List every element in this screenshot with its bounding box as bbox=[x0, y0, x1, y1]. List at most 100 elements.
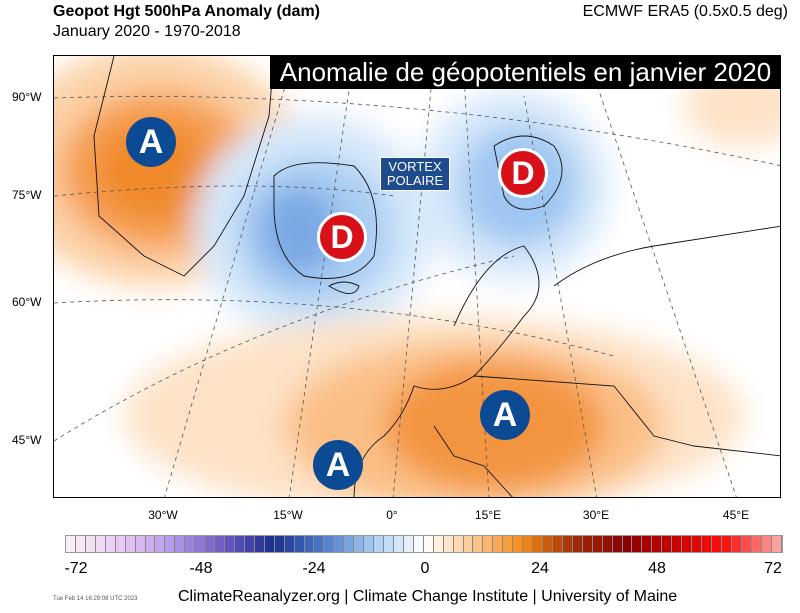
colorbar-tick-label: 48 bbox=[648, 560, 666, 577]
data-source: ECMWF ERA5 (0.5x0.5 deg) bbox=[582, 3, 788, 20]
polar-vortex-label: VORTEX POLAIRE bbox=[380, 157, 450, 191]
colorbar-cell bbox=[662, 536, 673, 552]
colorbar-cell bbox=[145, 536, 156, 552]
colorbar-cell bbox=[503, 536, 514, 552]
colorbar-cell bbox=[533, 536, 543, 552]
colorbar-cell bbox=[393, 536, 404, 552]
colorbar-cell bbox=[384, 536, 394, 552]
high-pressure-marker: A bbox=[313, 440, 363, 490]
y-tick-label: 75°W bbox=[12, 188, 42, 202]
x-tick-label: 0° bbox=[386, 508, 398, 522]
colorbar-cell bbox=[721, 536, 732, 552]
colorbar-cell bbox=[771, 536, 782, 552]
colorbar-cell bbox=[185, 536, 196, 552]
colorbar-cell bbox=[274, 536, 285, 552]
y-tick-label: 45°W bbox=[12, 433, 42, 447]
colorbar-cell bbox=[731, 536, 742, 552]
colorbar-cell bbox=[374, 536, 384, 552]
colorbar-cell bbox=[66, 536, 76, 552]
y-tick-label: 60°W bbox=[12, 295, 42, 309]
colorbar-cell bbox=[165, 536, 176, 552]
colorbar-cell bbox=[612, 536, 623, 552]
colorbar-cell bbox=[463, 536, 474, 552]
colorbar-tick-label: -48 bbox=[189, 560, 213, 577]
colorbar-cell bbox=[483, 536, 494, 552]
colorbar-tick-label: -72 bbox=[64, 560, 88, 577]
colorbar-cell bbox=[562, 536, 573, 552]
colorbar-cell bbox=[523, 536, 534, 552]
colorbar-cell bbox=[602, 536, 613, 552]
x-tick-label: 45°E bbox=[722, 508, 750, 522]
colorbar-tick-label: 72 bbox=[764, 560, 782, 577]
colorbar-cell bbox=[105, 536, 116, 552]
colorbar-cell bbox=[314, 536, 325, 552]
colorbar-cell bbox=[751, 536, 762, 552]
graticule bbox=[54, 56, 780, 497]
colorbar-cell bbox=[125, 536, 136, 552]
colorbar-cell bbox=[443, 536, 454, 552]
x-tick-label: 30°E bbox=[582, 508, 610, 522]
colorbar bbox=[65, 535, 783, 553]
colorbar-cell bbox=[493, 536, 504, 552]
colorbar-cell bbox=[254, 536, 265, 552]
colorbar-cell bbox=[741, 536, 752, 552]
colorbar-cell bbox=[543, 536, 553, 552]
high-pressure-marker: A bbox=[480, 390, 530, 440]
colorbar-cell bbox=[135, 536, 146, 552]
map-canvas bbox=[54, 56, 780, 497]
x-tick-label: 15°W bbox=[273, 508, 303, 522]
colorbar-cell bbox=[513, 536, 524, 552]
low-pressure-marker: D bbox=[317, 212, 367, 262]
colorbar-tick-label: 0 bbox=[420, 560, 430, 577]
colorbar-cell bbox=[652, 536, 663, 552]
negative-anomaly-greenland-peak bbox=[259, 186, 339, 276]
colorbar-cell bbox=[433, 536, 444, 552]
colorbar-cell bbox=[622, 536, 633, 552]
chart-subtitle: January 2020 - 1970-2018 bbox=[53, 23, 241, 40]
chart-title: Geopot Hgt 500hPa Anomaly (dam) bbox=[53, 3, 320, 20]
low-pressure-marker: D bbox=[498, 148, 548, 198]
colorbar-cell bbox=[473, 536, 484, 552]
colorbar-cell bbox=[572, 536, 583, 552]
colorbar-cell bbox=[175, 536, 186, 552]
colorbar-cell bbox=[75, 536, 86, 552]
colorbar-cell bbox=[364, 536, 375, 552]
colorbar-cell bbox=[632, 536, 643, 552]
colorbar-cell bbox=[692, 536, 702, 552]
colorbar-cell bbox=[552, 536, 563, 552]
colorbar-cell bbox=[702, 536, 712, 552]
x-tick-label: 30°W bbox=[148, 508, 178, 522]
colorbar-cell bbox=[334, 536, 345, 552]
colorbar-cell bbox=[155, 536, 166, 552]
colorbar-cell bbox=[761, 536, 772, 552]
positive-anomaly-canada-peak bbox=[94, 121, 214, 221]
colorbar-tick-label: -24 bbox=[302, 560, 326, 577]
colorbar-cell bbox=[592, 536, 603, 552]
colorbar-cell bbox=[354, 536, 365, 552]
colorbar-cell bbox=[453, 536, 464, 552]
colorbar-cell bbox=[423, 536, 434, 552]
colorbar-cell bbox=[115, 536, 126, 552]
high-pressure-marker: A bbox=[126, 117, 176, 167]
colorbar-cell bbox=[205, 536, 216, 552]
colorbar-cell bbox=[264, 536, 275, 552]
colorbar-tick-label: 24 bbox=[531, 560, 549, 577]
colorbar-cell bbox=[672, 536, 683, 552]
colorbar-cell bbox=[324, 536, 335, 552]
credit-line: ClimateReanalyzer.org | Climate Change I… bbox=[178, 588, 678, 605]
colorbar-cell bbox=[284, 536, 295, 552]
colorbar-cell bbox=[225, 536, 235, 552]
colorbar-cell bbox=[195, 536, 206, 552]
colorbar-cell bbox=[682, 536, 693, 552]
colorbar-cell bbox=[244, 536, 255, 552]
colorbar-cell bbox=[294, 536, 305, 552]
timestamp: Tue Feb 14 16:29:08 UTC 2023 bbox=[53, 596, 138, 602]
colorbar-cell bbox=[304, 536, 315, 552]
x-tick-label: 15°E bbox=[474, 508, 502, 522]
map-banner: Anomalie de géopotentiels en janvier 202… bbox=[270, 55, 781, 89]
colorbar-cell bbox=[215, 536, 225, 552]
colorbar-cell bbox=[344, 536, 355, 552]
coastlines bbox=[93, 56, 780, 497]
colorbar-cell bbox=[582, 536, 593, 552]
colorbar-cell bbox=[413, 536, 424, 552]
